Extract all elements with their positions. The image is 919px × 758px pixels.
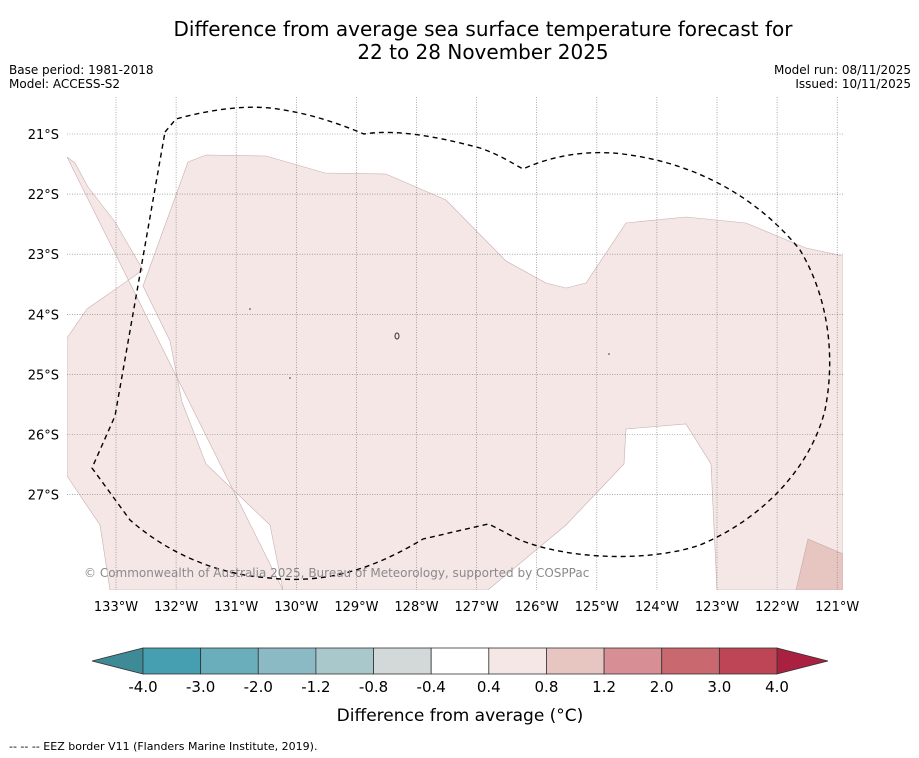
- colorbar-segment: [488, 647, 547, 675]
- colorbar-segment: [546, 647, 605, 675]
- model-run: Model run: 08/11/2025: [773, 63, 911, 77]
- title-line-2: 22 to 28 November 2025: [357, 40, 609, 64]
- colorbar-label: Difference from average (°C): [337, 706, 584, 726]
- colorbar-tick-label: 0.8: [535, 678, 559, 696]
- latitude-label: 22°S: [28, 188, 59, 203]
- island-marker: [394, 332, 400, 340]
- longitude-label: 129°W: [334, 600, 378, 615]
- latitude-label: 23°S: [28, 248, 59, 263]
- model-name: Model: ACCESS-S2: [9, 77, 121, 91]
- graticule: [67, 97, 843, 590]
- colorbar-segment: [603, 647, 663, 675]
- anomaly-region-warm: [795, 538, 843, 590]
- metadata-right: Model run: 08/11/2025 Issued: 10/11/2025: [774, 63, 911, 91]
- colorbar-segment: [430, 647, 490, 675]
- latitude-label: 24°S: [28, 308, 59, 323]
- longitude-label: 133°W: [94, 600, 138, 615]
- island-marker: [249, 308, 251, 310]
- colorbar-over-arrow: [776, 647, 829, 675]
- colorbar-segment: [718, 647, 778, 675]
- latitude-label: 21°S: [28, 128, 59, 143]
- colorbar-segment: [142, 647, 202, 675]
- longitude-label: 122°W: [755, 600, 799, 615]
- eez-footnote: -- -- -- EEZ border V11 (Flanders Marine…: [9, 740, 318, 753]
- longitude-label: 127°W: [455, 600, 499, 615]
- copyright-text: © Commonwealth of Australia 2025, Bureau…: [84, 566, 589, 580]
- latitude-label: 25°S: [28, 368, 59, 383]
- map-title: Difference from average sea surface temp…: [0, 18, 919, 64]
- colorbar-tick-label: 2.0: [650, 678, 674, 696]
- island-marker: [289, 377, 291, 379]
- colorbar-tick-label: -0.8: [359, 678, 388, 696]
- issued-date: Issued: 10/11/2025: [795, 77, 911, 91]
- eez-border: [91, 106, 831, 581]
- colorbar-segment: [257, 647, 317, 675]
- colorbar-tick-label: 4.0: [765, 678, 789, 696]
- longitude-label: 123°W: [695, 600, 739, 615]
- colorbar-tick-label: -0.4: [417, 678, 446, 696]
- longitude-label: 125°W: [575, 600, 619, 615]
- longitude-label: 130°W: [274, 600, 318, 615]
- longitude-labels: 133°W 132°W 131°W 130°W 129°W 128°W 127°W 126°W…: [94, 600, 860, 615]
- colorbar-segment: [373, 647, 432, 675]
- colorbar-tick-label: 1.2: [592, 678, 616, 696]
- colorbar-tick-label: 3.0: [707, 678, 731, 696]
- title-line-1: Difference from average sea surface temp…: [173, 17, 793, 41]
- latitude-label: 27°S: [28, 489, 59, 504]
- colorbar-segment: [315, 647, 374, 675]
- island-marker: [608, 353, 610, 355]
- longitude-label: 124°W: [635, 600, 679, 615]
- longitude-label: 121°W: [815, 600, 859, 615]
- latitude-labels: 21°S 22°S 23°S 24°S 25°S 26°S 27°S: [28, 128, 59, 504]
- longitude-label: 128°W: [394, 600, 438, 615]
- colorbar: -4.0 -3.0 -2.0 -1.2 -0.8 -0.4 0.4 0.8 1.2 2.0 3.0 4…: [91, 647, 829, 696]
- metadata-left: Base period: 1981-2018 Model: ACCESS-S2: [9, 63, 154, 91]
- base-period: Base period: 1981-2018: [9, 63, 154, 77]
- longitude-label: 131°W: [214, 600, 258, 615]
- anomaly-region-main: [67, 154, 843, 590]
- longitude-label: 126°W: [515, 600, 559, 615]
- colorbar-tick-label: 0.4: [477, 678, 501, 696]
- latitude-label: 26°S: [28, 429, 59, 444]
- map-area: [67, 154, 843, 590]
- colorbar-under-arrow: [91, 647, 144, 675]
- colorbar-tick-label: -2.0: [244, 678, 273, 696]
- colorbar-tick-label: -1.2: [301, 678, 330, 696]
- longitude-label: 132°W: [154, 600, 198, 615]
- colorbar-tick-label: -3.0: [186, 678, 215, 696]
- colorbar-segment: [200, 647, 259, 675]
- colorbar-tick-label: -4.0: [128, 678, 157, 696]
- colorbar-segment: [661, 647, 720, 675]
